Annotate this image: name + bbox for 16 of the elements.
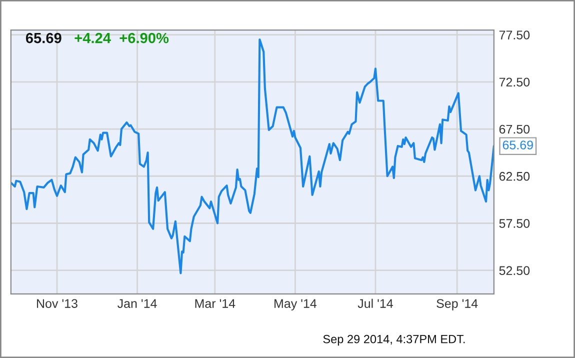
chart-subtitle: +4.24 +6.90% bbox=[74, 32, 169, 44]
x-tick-label: Jan '14 bbox=[118, 299, 157, 308]
x-tick-label: Sep '14 bbox=[436, 299, 478, 310]
chart-title: 65.69 bbox=[26, 32, 62, 44]
x-tick-label: Mar '14 bbox=[195, 299, 236, 308]
x-tick-label: Jul '14 bbox=[358, 298, 393, 308]
y-tick-label: 57.50 bbox=[499, 219, 530, 228]
annotation: 65.69 bbox=[502, 140, 533, 150]
text: Sep 29 2014, 4:37PM EDT. bbox=[323, 334, 465, 346]
y-tick-label: 77.50 bbox=[499, 30, 530, 40]
y-tick-label: 62.50 bbox=[499, 172, 530, 181]
x-tick-label: May '14 bbox=[274, 299, 317, 310]
x-tick-label: Nov '13 bbox=[37, 299, 78, 308]
y-tick-label: 67.50 bbox=[499, 124, 530, 134]
y-tick-label: 52.50 bbox=[499, 266, 530, 276]
y-tick-label: 72.50 bbox=[499, 78, 530, 87]
